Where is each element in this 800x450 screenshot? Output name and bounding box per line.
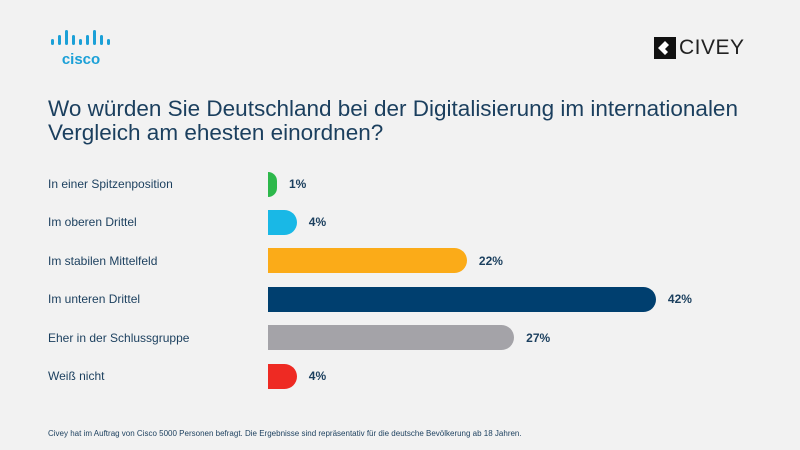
category-label: Im oberen Drittel	[48, 215, 137, 230]
value-label: 4%	[308, 369, 327, 383]
value-label: 42%	[667, 292, 692, 307]
bar	[268, 325, 515, 351]
category-label: Eher in der Schlussgruppe	[48, 330, 190, 345]
value-label: 22%	[478, 253, 503, 268]
bar	[268, 363, 297, 389]
cisco-wordmark: cisco	[62, 51, 100, 68]
bar	[268, 209, 297, 235]
bar	[268, 286, 656, 312]
footnote: Civey hat im Auftrag von Cisco 5000 Pers…	[48, 429, 522, 438]
category-label: Im unteren Drittel	[48, 292, 141, 307]
value-label: 1%	[289, 177, 307, 191]
category-label: Im stabilen Mittelfeld	[48, 253, 158, 268]
category-label: In einer Spitzenposition	[48, 177, 173, 191]
civey-mark-icon	[654, 37, 676, 59]
civey-logo: CIVEY	[654, 36, 745, 60]
chart-title: Wo würden Sie Deutschland bei der Digita…	[48, 96, 738, 145]
value-label: 27%	[526, 330, 551, 345]
value-label: 4%	[308, 215, 327, 230]
category-label: Weiß nicht	[48, 369, 105, 383]
bar	[268, 171, 277, 197]
bar	[268, 248, 467, 274]
cisco-logo: cisco	[50, 30, 114, 73]
civey-wordmark: CIVEY	[679, 36, 745, 59]
